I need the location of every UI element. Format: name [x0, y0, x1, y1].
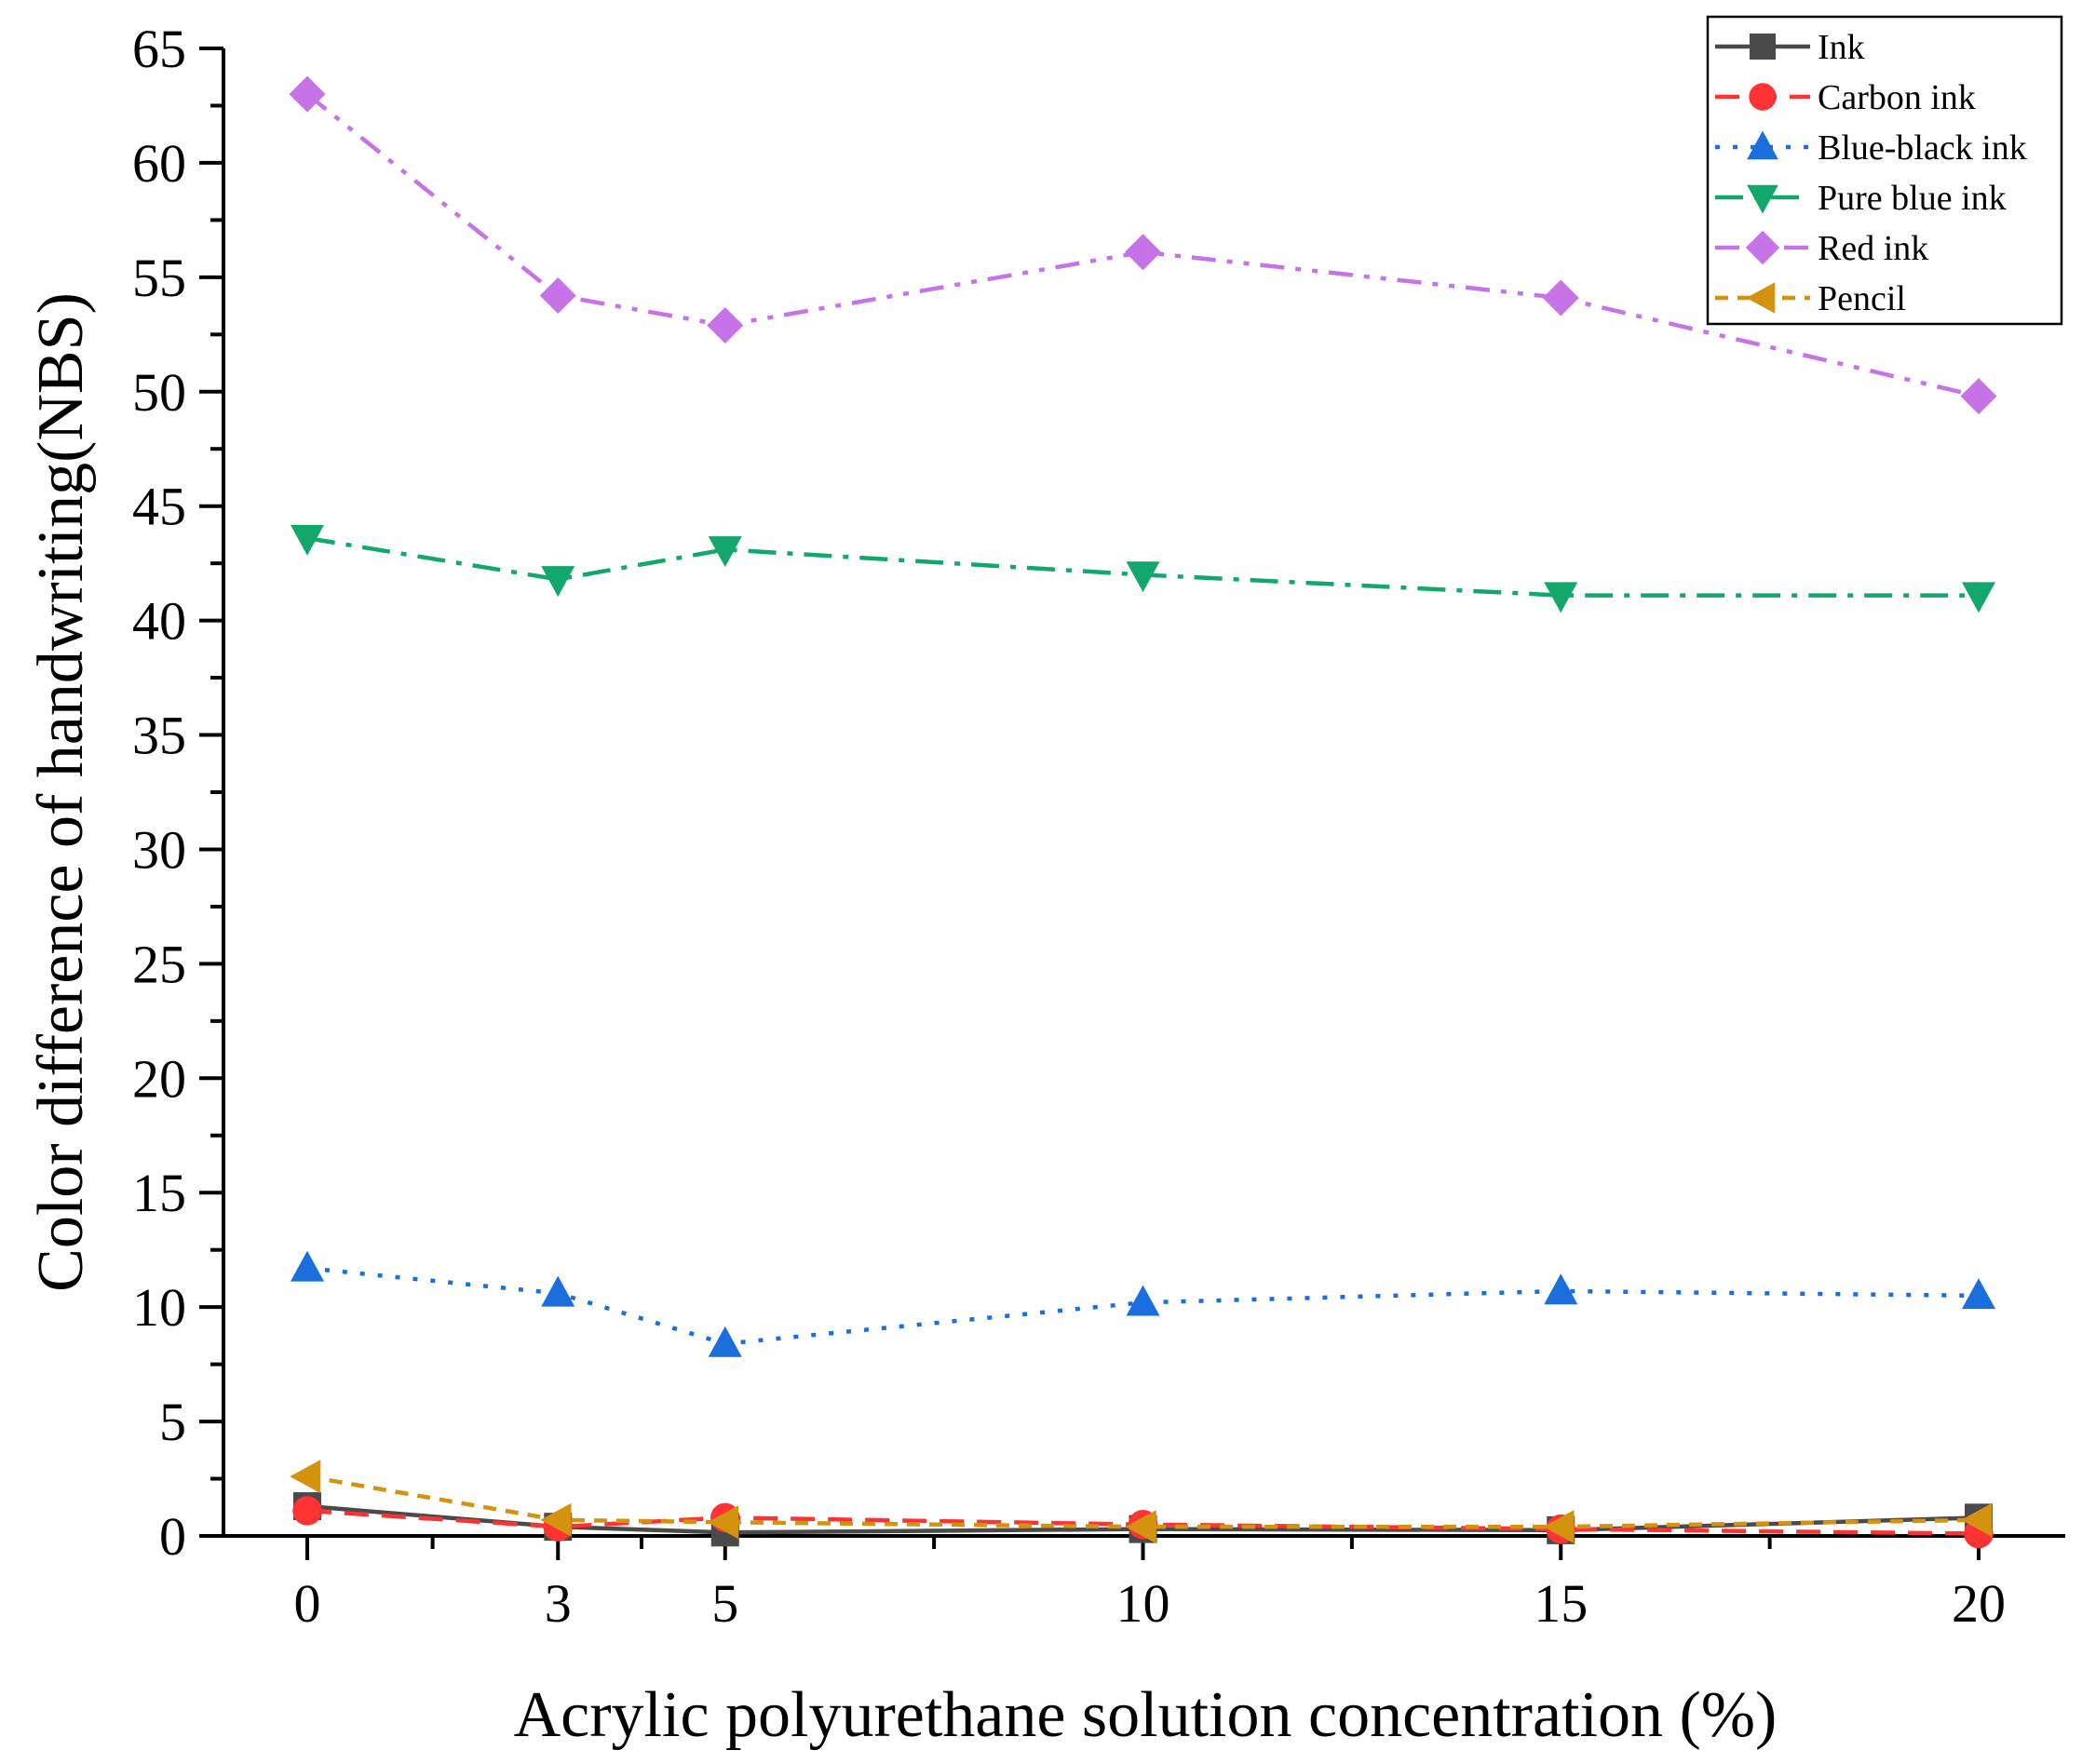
data-point-blue-black-ink: [1126, 1285, 1160, 1316]
data-point-blue-black-ink: [1962, 1278, 1995, 1310]
y-axis-ticks: 0 5 10 15 20 25 30 35 40 45 50 55 60 65: [132, 19, 223, 1567]
legend-label: Blue-black ink: [1818, 128, 2027, 168]
data-point-pure-blue-ink: [541, 566, 575, 598]
y-tick-label: 45: [132, 477, 186, 537]
legend-item-red-ink: Red ink: [1715, 229, 1928, 268]
x-axis-title: Acrylic polyurethane solution concentrat…: [514, 1679, 1778, 1751]
data-point-red-ink: [707, 306, 744, 343]
legend-item-ink: Ink: [1715, 28, 1865, 67]
x-tick-label: 5: [711, 1573, 738, 1634]
legend-item-carbon-ink: Carbon ink: [1715, 78, 1976, 117]
y-tick-label: 65: [132, 19, 186, 79]
data-point-carbon-ink: [292, 1496, 322, 1526]
data-point-red-ink: [1125, 234, 1161, 271]
y-tick-label: 55: [132, 248, 186, 308]
legend-marker: [1746, 282, 1776, 314]
data-point-blue-black-ink: [541, 1275, 575, 1307]
legend-item-pencil: Pencil: [1715, 279, 1906, 318]
legend-item-pure-blue-ink: Pure blue ink: [1715, 179, 2007, 218]
y-tick-label: 15: [132, 1163, 186, 1223]
legend-marker: [1745, 230, 1780, 265]
data-point-pencil: [540, 1502, 572, 1537]
series-line-pencil: [306, 1474, 1980, 1529]
series-pure-blue-ink: [291, 524, 1995, 613]
legend-item-blue-black-ink: Blue-black ink: [1715, 128, 2027, 168]
data-point-red-ink: [1960, 378, 1997, 415]
legend-marker: [1747, 130, 1778, 160]
series-red-ink: [289, 75, 1997, 415]
data-point-red-ink: [539, 277, 576, 315]
x-tick-label: 20: [1952, 1573, 2006, 1634]
data-point-pure-blue-ink: [1544, 582, 1578, 613]
data-point-pencil: [290, 1460, 321, 1494]
data-point-red-ink: [289, 75, 326, 113]
legend-label: Ink: [1818, 28, 1865, 67]
legend-label: Pure blue ink: [1818, 179, 2007, 218]
data-point-pencil: [708, 1505, 738, 1540]
y-tick-label: 40: [132, 591, 186, 652]
y-tick-label: 5: [159, 1392, 186, 1452]
legend-box: [1706, 15, 2063, 326]
data-point-pure-blue-ink: [291, 524, 324, 556]
series-pencil: [290, 1460, 1993, 1544]
y-tick-label: 0: [159, 1506, 186, 1567]
data-point-pencil: [1543, 1510, 1575, 1544]
y-tick-label: 35: [132, 706, 186, 766]
data-point-pure-blue-ink: [708, 536, 742, 568]
data-point-red-ink: [1542, 279, 1579, 316]
x-tick-label: 10: [1116, 1573, 1170, 1634]
data-point-pure-blue-ink: [1962, 582, 1995, 613]
y-tick-label: 20: [132, 1048, 186, 1109]
x-tick-label: 3: [545, 1573, 572, 1634]
legend-label: Pencil: [1818, 279, 1906, 318]
series-line-pure-blue-ink: [306, 535, 1979, 598]
data-point-pencil: [1125, 1510, 1156, 1544]
data-point-blue-black-ink: [708, 1326, 742, 1357]
legend-marker: [1749, 83, 1777, 111]
series-line-red-ink: [305, 92, 1980, 398]
data-point-blue-black-ink: [291, 1250, 324, 1282]
x-axis-ticks: 0 3 5 10 15 20: [294, 1536, 2006, 1634]
data-point-blue-black-ink: [1544, 1273, 1578, 1305]
data-point-pure-blue-ink: [1126, 561, 1160, 593]
legend-label: Red ink: [1818, 229, 1928, 268]
data-point-pencil: [1961, 1502, 1993, 1537]
y-tick-label: 60: [132, 133, 186, 194]
y-tick-label: 10: [132, 1277, 186, 1338]
y-tick-label: 25: [132, 934, 186, 994]
series-lines: [289, 75, 1997, 1549]
legend-marker: [1750, 34, 1776, 60]
x-tick-label: 15: [1534, 1573, 1588, 1634]
y-tick-label: 50: [132, 362, 186, 423]
series-blue-black-ink: [291, 1250, 1995, 1357]
y-tick-label: 30: [132, 819, 186, 880]
y-axis-title: Color difference of handwriting(NBS): [25, 292, 97, 1292]
legend: Ink Carbon ink Blue-black ink Pure blue ink…: [1706, 15, 2063, 326]
legend-marker: [1747, 184, 1778, 214]
legend-label: Carbon ink: [1818, 78, 1976, 117]
x-tick-label: 0: [294, 1573, 321, 1634]
series-line-carbon-ink: [306, 1508, 1980, 1536]
